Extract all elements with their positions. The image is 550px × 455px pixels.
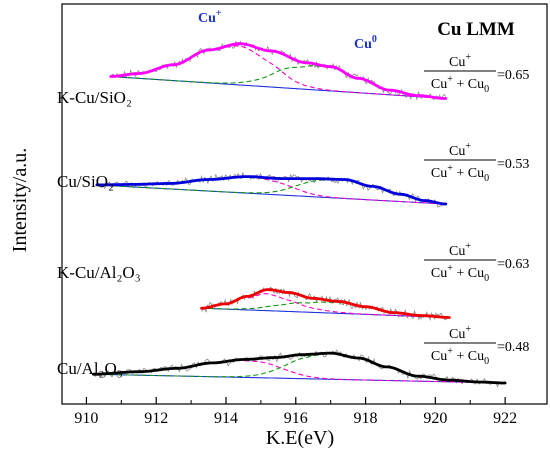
ratio-numerator: Cu+	[449, 241, 471, 259]
ratio-numerator: Cu+	[449, 324, 471, 342]
sample-label: K-Cu/Al₂O₃	[57, 263, 141, 282]
ratio-denominator: Cu+ + Cu0	[431, 163, 489, 184]
ratio-fraction: Cu+ Cu+ + Cu0 =0.48	[424, 324, 529, 367]
y-axis-title: Intensity/a.u.	[9, 148, 31, 252]
series-K-Cu/SiO2	[109, 40, 448, 101]
ratio-value: =0.65	[497, 68, 529, 83]
sample-label: Cu/SiO₂	[57, 172, 114, 191]
text-layer: Cu LMM K.E(eV) Intensity/a.u. K-Cu/SiO₂ C…	[9, 8, 529, 449]
fit-envelope-line	[95, 175, 448, 206]
fit-envelope-line	[92, 351, 507, 385]
ratio-denominator: Cu+ + Cu0	[431, 346, 489, 367]
cu0-peak-label: Cu0	[354, 34, 377, 52]
curves-layer	[92, 40, 507, 388]
fit-envelope-line	[109, 42, 448, 100]
ratio-value: =0.53	[497, 157, 529, 172]
ratio-numerator: Cu+	[449, 52, 471, 70]
ratio-denominator: Cu+ + Cu0	[431, 263, 489, 284]
sample-label: Cu/Al₂O₃	[57, 359, 123, 378]
ratio-numerator: Cu+	[449, 141, 471, 159]
ratio-fraction: Cu+ Cu+ + Cu0 =0.53	[424, 141, 529, 184]
cu-plus-peak-label: Cu+	[198, 8, 222, 26]
chart-title: Cu LMM	[437, 19, 515, 40]
x-axis-title: K.E(eV)	[266, 427, 334, 449]
series-Cu/SiO2	[95, 171, 448, 208]
fit-envelope-line	[200, 288, 451, 319]
ratio-fraction: Cu+ Cu+ + Cu0 =0.63	[424, 241, 529, 284]
plot-frame-layer: 910 912 914 916 918 920 922	[61, 3, 548, 427]
series-Cu/Al2O3	[92, 349, 507, 388]
plot-border	[61, 3, 548, 405]
ratio-value: =0.63	[497, 257, 529, 272]
x-tick-label: 914	[214, 410, 238, 427]
cu0-component-line	[110, 65, 446, 100]
ratio-fraction: Cu+ Cu+ + Cu0 =0.65	[424, 52, 529, 95]
ratio-value: =0.48	[497, 340, 529, 355]
series-K-Cu/Al2O3	[200, 286, 451, 322]
x-tick-label: 918	[354, 410, 378, 427]
x-tick-label: 912	[144, 410, 168, 427]
x-tick-label: 916	[284, 410, 308, 427]
x-tick-label: 922	[493, 410, 517, 427]
cu0-component-line	[93, 353, 506, 384]
cu0-component-line	[96, 179, 446, 205]
ratio-denominator: Cu+ + Cu0	[431, 74, 489, 95]
x-tick-label: 920	[423, 410, 447, 427]
sample-label: K-Cu/SiO₂	[57, 88, 132, 107]
x-tick-label: 910	[74, 410, 98, 427]
cu-plus-component-line	[96, 176, 446, 205]
